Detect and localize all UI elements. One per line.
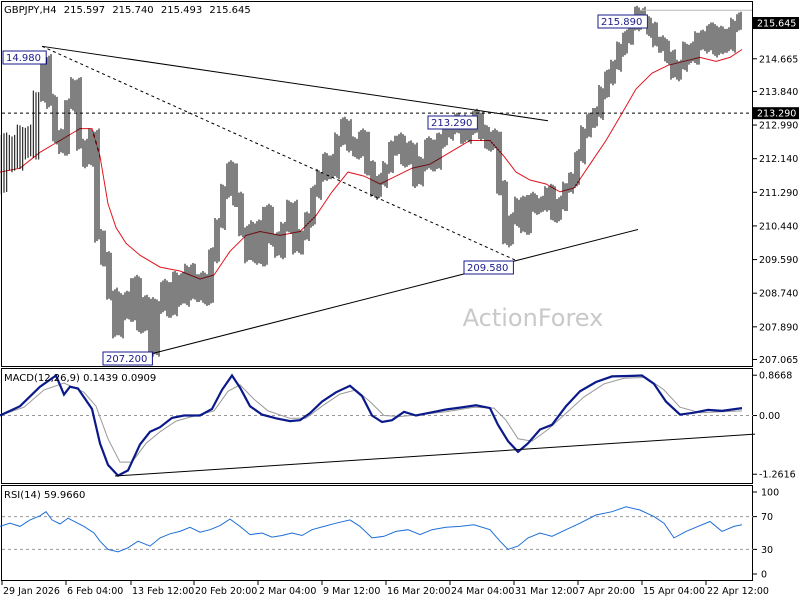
macd-panel: 0.8668 0.00 -1.2616 xyxy=(0,371,796,481)
price-axis: 207.065 207.890 208.740 209.590 210.440 211.2… xyxy=(753,21,798,366)
rsi-tick-label-1: 70 xyxy=(761,512,773,523)
current-price-label: 215.645 xyxy=(757,19,796,30)
time-tick-label-11: 22 Apr 12:00 xyxy=(707,586,769,597)
ohlc-open: 215.597 xyxy=(64,5,105,16)
price-tick-label-0: 207.065 xyxy=(759,355,798,366)
ma-line xyxy=(0,49,743,280)
annotation-box-4 xyxy=(597,14,648,29)
rsi-panel-frame xyxy=(1,485,753,581)
annotation-label-2: 213.290 xyxy=(431,118,472,129)
trendline-1 xyxy=(149,229,639,355)
annotation-label-0: 14.980 xyxy=(6,53,41,64)
price-tick-label-3: 209.590 xyxy=(759,255,798,266)
price-annotations: 14.980 207.200 213.290 209.580 215.890 xyxy=(2,9,752,366)
trendlines xyxy=(41,45,639,355)
time-tick-label-5: 9 Mar 12:00 xyxy=(323,586,380,597)
price-tick-label-6: 212.140 xyxy=(759,154,798,165)
macd-panel-frame xyxy=(1,368,753,484)
time-tick-label-3: 20 Feb 20:00 xyxy=(195,586,257,597)
macd-tick-label-2: -1.2616 xyxy=(759,470,796,481)
current-price-box xyxy=(753,17,799,30)
time-tick-label-9: 7 Apr 20:00 xyxy=(579,586,635,597)
time-tick-label-7: 24 Mar 04:00 xyxy=(451,586,514,597)
ohlc-low: 215.493 xyxy=(161,5,202,16)
annotation-box-1 xyxy=(102,351,153,366)
price-tick-label-1: 207.890 xyxy=(759,322,798,333)
annotation-label-1: 207.200 xyxy=(106,354,147,365)
watermark: ActionForex xyxy=(463,304,604,332)
annotation-label-3: 209.580 xyxy=(467,263,508,274)
annotation-label-4: 215.890 xyxy=(601,17,642,28)
horizontal-level: 213.290 xyxy=(2,107,799,120)
macd-trendline xyxy=(114,433,756,477)
macd-tick-label-0: 0.8668 xyxy=(759,371,792,382)
time-tick-label-1: 6 Feb 04:00 xyxy=(67,586,123,597)
rsi-panel: 100 70 30 0 xyxy=(0,488,779,581)
price-tick-label-7: 212.990 xyxy=(759,121,798,132)
chart-header: GBPJPY,H4 215.597 215.740 215.493 215.64… xyxy=(4,5,251,16)
price-tick-label-9: 214.665 xyxy=(759,54,798,65)
price-tick-label-8: 213.840 xyxy=(759,87,798,98)
ohlc-close: 215.645 xyxy=(209,5,250,16)
level-axis-box xyxy=(753,107,799,120)
price-tick-label-4: 210.440 xyxy=(759,221,798,232)
price-series xyxy=(0,5,742,359)
rsi-tick-label-0: 100 xyxy=(761,488,779,499)
time-tick-label-2: 13 Feb 12:00 xyxy=(132,586,194,597)
trendline-2 xyxy=(41,45,516,261)
price-tick-label-2: 208.740 xyxy=(759,289,798,300)
symbol-label: GBPJPY,H4 xyxy=(4,5,57,16)
time-axis: 29 Jan 2026 6 Feb 04:00 13 Feb 12:00 20 Feb… xyxy=(1,581,769,597)
time-tick-label-4: 2 Mar 04:00 xyxy=(259,586,316,597)
level-axis-label: 213.290 xyxy=(757,109,796,120)
macd-label: MACD(12,26,9) 0.1439 0.0909 xyxy=(4,373,156,384)
moving-average xyxy=(0,49,743,280)
macd-signal-line xyxy=(0,376,743,463)
annotation-box-3 xyxy=(463,260,514,275)
macd-tick-label-1: 0.00 xyxy=(759,411,780,422)
rsi-tick-label-3: 0 xyxy=(761,570,767,581)
rsi-tick-label-2: 30 xyxy=(761,545,773,556)
time-tick-label-6: 16 Mar 20:00 xyxy=(387,586,450,597)
current-price-marker: 215.645 xyxy=(753,17,799,30)
time-tick-label-8: 31 Mar 12:00 xyxy=(515,586,578,597)
time-tick-label-0: 29 Jan 2026 xyxy=(3,586,60,597)
trendline-0 xyxy=(41,45,549,122)
time-tick-label-10: 15 Apr 04:00 xyxy=(643,586,705,597)
annotation-box-0 xyxy=(2,50,47,65)
rsi-label: RSI(14) 59.9660 xyxy=(4,490,85,501)
price-tick-label-5: 211.290 xyxy=(759,188,798,199)
annotation-box-2 xyxy=(427,115,478,130)
ohlc-high: 215.740 xyxy=(112,5,153,16)
rsi-line xyxy=(0,506,743,553)
